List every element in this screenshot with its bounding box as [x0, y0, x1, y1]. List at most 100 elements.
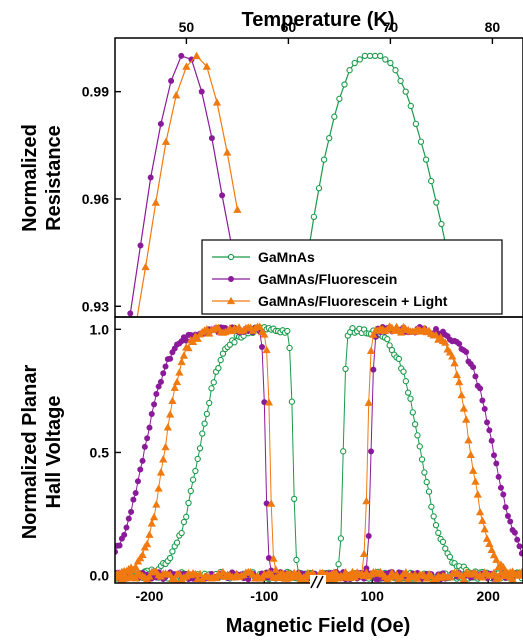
- bottom-data-point: [400, 368, 407, 375]
- top-data-point: [168, 77, 175, 84]
- bottom-data-point: [430, 513, 437, 520]
- bottom-data-point: [159, 455, 168, 463]
- bottom-data-point: [479, 397, 486, 404]
- bottom-data-point: [365, 533, 372, 540]
- bottom-data-point: [185, 499, 192, 507]
- bottom-data-point: [472, 373, 479, 380]
- bottom-data-point: [149, 512, 159, 521]
- top-data-point: [310, 213, 318, 220]
- top-y-tick-label: 0.96: [82, 191, 109, 207]
- bottom-data-point: [215, 364, 222, 372]
- top-axis-ticks: 50 60 70 80 0.93 0.96 0.99: [82, 19, 501, 314]
- top-data-point: [141, 262, 150, 271]
- bottom-data-point: [466, 450, 475, 458]
- bottom-data-point: [450, 358, 459, 367]
- bottom-data-point: [137, 466, 144, 473]
- bottom-data-point: [425, 488, 433, 495]
- top-data-point: [188, 56, 195, 63]
- legend-box: [201, 239, 503, 315]
- bottom-data-point: [413, 574, 422, 582]
- bottom-data-point: [416, 443, 423, 450]
- bottom-data-point: [178, 529, 185, 537]
- bottom-data-point: [262, 345, 271, 354]
- bottom-y-tick-label: 0.0: [90, 568, 110, 584]
- bottom-data-point: [469, 466, 478, 474]
- bottom-data-point: [271, 565, 280, 573]
- top-data-point: [202, 62, 211, 70]
- bottom-data-point: [411, 421, 419, 428]
- bottom-data-point: [473, 490, 482, 498]
- bottom-data-point: [201, 420, 208, 427]
- bottom-series-line: [115, 326, 315, 580]
- bottom-data-point: [194, 455, 201, 463]
- bottom-data-point: [395, 355, 403, 363]
- top-data-point: [178, 52, 185, 59]
- bottom-x-tick-label: -200: [135, 588, 163, 604]
- bottom-data-point: [482, 534, 492, 542]
- top-y-axis-title-line1: Normalized: [19, 124, 41, 232]
- bottom-data-point: [170, 574, 179, 583]
- bottom-data-point: [172, 377, 182, 386]
- top-data-point: [326, 135, 333, 142]
- bottom-data-point: [418, 456, 426, 463]
- bottom-data-point: [407, 395, 414, 402]
- bottom-data-point: [455, 377, 464, 386]
- bottom-data-point: [435, 529, 442, 537]
- bottom-x-tick-label: -100: [250, 588, 278, 604]
- bottom-data-point: [409, 409, 416, 416]
- bottom-data-point: [428, 503, 435, 510]
- bottom-data-point: [359, 549, 369, 558]
- top-data-point: [356, 56, 363, 63]
- bottom-y-axis-title-line2: Hall Voltage: [43, 396, 65, 509]
- bottom-data-point: [199, 430, 206, 437]
- bottom-data-point: [497, 484, 504, 491]
- bottom-data-point: [284, 327, 291, 335]
- top-data-point: [371, 52, 379, 60]
- bottom-data-point: [192, 467, 199, 475]
- bottom-data-point: [173, 539, 181, 546]
- bottom-data-point: [217, 356, 224, 364]
- bottom-data-point: [145, 572, 154, 580]
- bottom-data-point: [384, 336, 391, 343]
- bottom-data-point: [339, 571, 348, 580]
- bottom-data-point: [471, 477, 480, 485]
- top-data-point: [161, 137, 171, 145]
- bottom-data-point: [131, 562, 140, 571]
- bottom-data-point: [203, 410, 211, 418]
- bottom-data-point: [405, 389, 412, 396]
- bottom-data-point: [500, 491, 507, 498]
- top-data-point: [402, 88, 409, 95]
- bottom-data-point: [264, 398, 274, 406]
- top-data-point: [132, 324, 139, 330]
- legend-label-gamnas: GaMnAs: [258, 249, 315, 265]
- bottom-data-point: [477, 385, 484, 392]
- bottom-data-point: [151, 401, 158, 408]
- bottom-data-point: [402, 378, 409, 385]
- bottom-x-tick-label: 200: [477, 588, 501, 604]
- bottom-x-axis-title: Magnetic Field (Oe): [226, 615, 410, 637]
- top-data-point: [392, 67, 399, 74]
- bottom-data-point: [459, 575, 468, 583]
- top-data-point: [428, 177, 435, 185]
- bottom-data-point: [502, 504, 509, 511]
- bottom-series-0: [115, 324, 523, 583]
- bottom-data-point: [195, 569, 205, 577]
- top-data-point: [137, 242, 144, 249]
- bottom-data-point: [259, 344, 266, 351]
- bottom-y-axis-title-line1: Normalized Planar: [19, 365, 41, 540]
- bottom-data-point: [218, 567, 228, 576]
- legend-label-fluorescein-light: GaMnAs/Fluorescein + Light: [258, 293, 448, 309]
- bottom-data-point: [121, 531, 128, 538]
- legend-label-fluorescein: GaMnAs/Fluorescein: [258, 271, 397, 287]
- bottom-data-point: [146, 424, 153, 431]
- bottom-data-point: [166, 410, 175, 418]
- bottom-series-line: [319, 327, 523, 579]
- bottom-data-point: [421, 469, 428, 476]
- bottom-data-point: [152, 500, 161, 508]
- bottom-data-point: [432, 521, 440, 529]
- bottom-y-axis-title: Normalized Planar Hall Voltage: [19, 365, 65, 540]
- bottom-data-point: [231, 339, 238, 346]
- bottom-data-point: [294, 569, 303, 577]
- bottom-data-point: [514, 536, 521, 543]
- bottom-data-point: [369, 330, 378, 338]
